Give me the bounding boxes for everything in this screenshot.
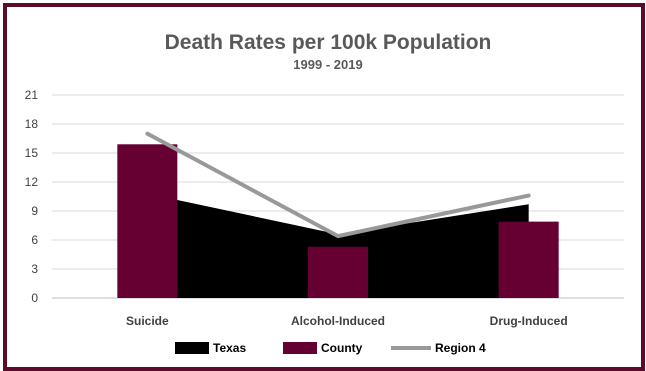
legend-layer: Texas County Region 4 [175,341,486,355]
bar-layer [117,144,559,298]
x-tick-label: Suicide [126,314,169,328]
legend-label: Texas [213,341,246,355]
legend-swatch [175,342,209,354]
series-area-texas [147,193,529,298]
chart-title: Death Rates per 100k Population [165,31,492,54]
chart-svg: Death Rates per 100k Population 1999 - 2… [25,31,624,355]
x-tick-label: Drug-Induced [490,314,568,328]
legend-label: County [321,341,363,355]
bar-county [498,221,559,298]
chart-subtitle: 1999 - 2019 [293,57,362,72]
line-layer [145,131,531,239]
y-tick-label: 18 [25,117,39,131]
axis-layer: 0 3 6 9 12 15 18 21 Suicide Alcohol-Induced Drug-I… [25,88,568,328]
y-tick-label: 21 [25,88,39,102]
y-tick-label: 15 [25,146,39,160]
legend-swatch [283,342,317,354]
area-layer [147,193,529,298]
chart-frame: Death Rates per 100k Population 1999 - 2… [3,3,645,371]
bar-county [117,144,178,298]
x-tick-label: Alcohol-Induced [291,314,385,328]
bar-county [308,246,368,298]
y-tick-label: 6 [31,233,38,247]
y-tick-label: 9 [31,204,38,218]
series-line-region-4 [145,131,531,239]
y-tick-label: 12 [25,175,39,189]
y-tick-label: 3 [31,262,38,276]
y-tick-label: 0 [31,291,38,305]
legend-label: Region 4 [435,341,486,355]
